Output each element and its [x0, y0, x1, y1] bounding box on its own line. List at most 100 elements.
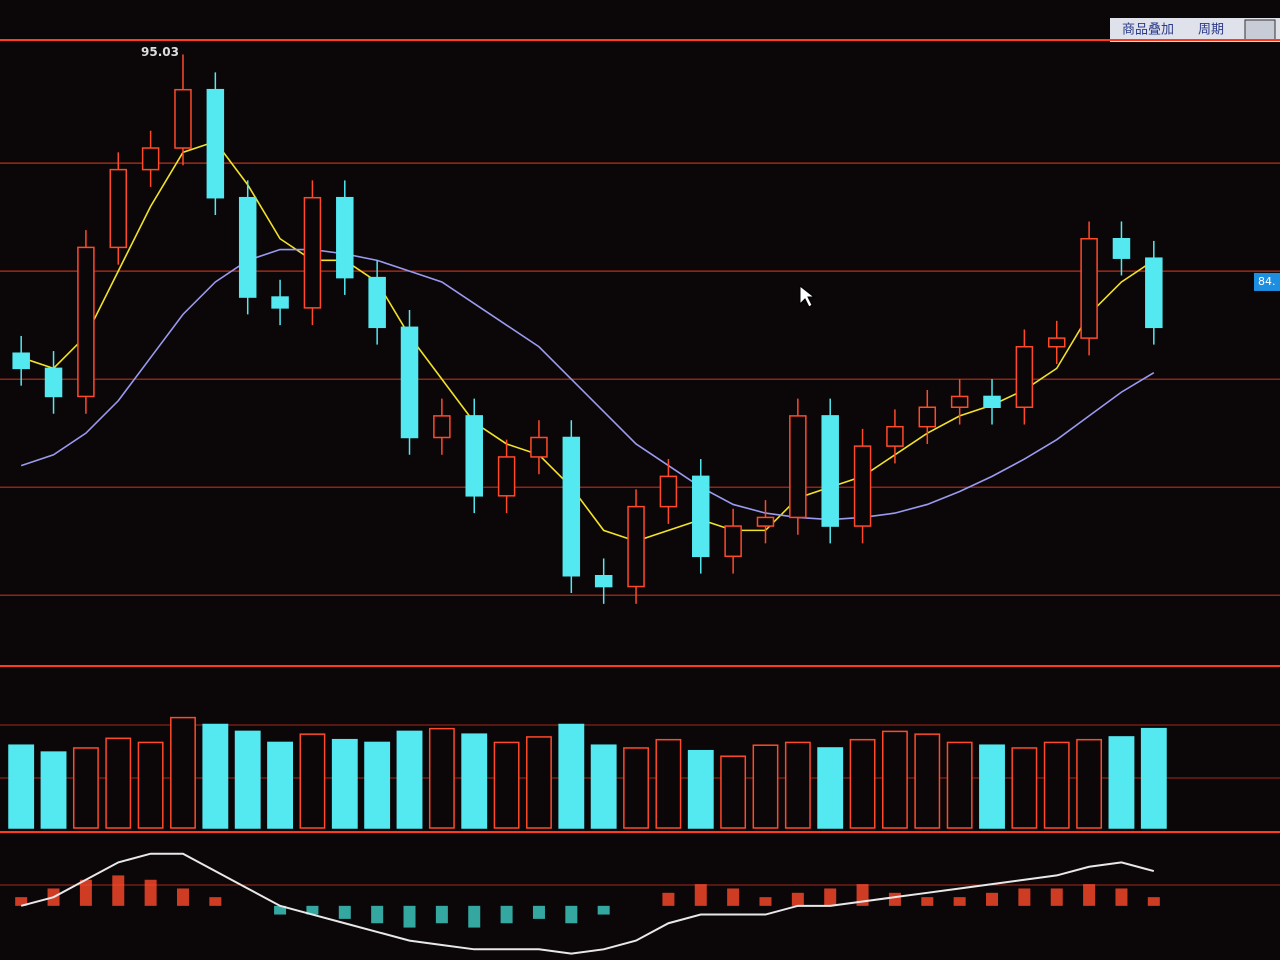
moving-average-line: [20, 248, 1155, 521]
volume-bar: [461, 733, 488, 829]
macd-bar: [1050, 888, 1063, 906]
volume-bar: [1043, 741, 1070, 829]
macd-bar: [1147, 897, 1160, 906]
macd-bar: [986, 892, 999, 906]
candle-body: [77, 246, 95, 398]
candle-body: [303, 196, 322, 309]
macd-bar: [597, 905, 610, 915]
macd-bar: [953, 897, 966, 906]
macd-bar: [1115, 888, 1128, 906]
candle-body: [174, 88, 192, 149]
macd-bar: [79, 879, 92, 906]
last-price-tag: [1254, 272, 1280, 291]
volume-bar: [299, 733, 326, 829]
candle-body: [44, 367, 63, 398]
candle-body: [983, 395, 1001, 408]
volume-bar: [105, 737, 132, 829]
macd-bar: [306, 905, 319, 915]
macd-bar: [727, 888, 740, 906]
candle-body: [918, 406, 937, 428]
volume-bar: [1011, 747, 1038, 829]
macd-bar: [1083, 884, 1096, 906]
candle-body: [594, 574, 613, 588]
macd-bar: [888, 892, 901, 906]
volume-bar: [202, 723, 229, 829]
volume-bar: [1140, 727, 1167, 829]
volume-bar: [396, 730, 423, 829]
volume-bar: [364, 741, 391, 829]
volume-bar: [493, 741, 520, 829]
mouse-cursor: [799, 284, 816, 308]
overlay-button[interactable]: 商品叠加: [1122, 23, 1174, 38]
volume-bar: [137, 741, 164, 829]
macd-bar: [176, 888, 189, 906]
candle-body: [821, 415, 839, 527]
macd-bar: [403, 905, 416, 928]
candle-body: [1015, 346, 1034, 408]
volume-bar: [40, 751, 67, 829]
candle-body: [853, 445, 872, 527]
candle-body: [109, 168, 128, 249]
candle-body: [206, 88, 225, 199]
macd-bar: [338, 905, 351, 919]
candle-body: [886, 425, 904, 447]
high-price-label: 95.03: [141, 45, 179, 59]
macd-line: [20, 852, 1155, 955]
volume-bar: [720, 755, 747, 829]
macd-bar: [144, 879, 157, 906]
candle-body: [756, 516, 775, 527]
volume-bar: [590, 744, 617, 829]
candle-body: [465, 415, 483, 497]
macd-bar: [921, 897, 934, 906]
candle-body: [400, 326, 419, 439]
candle-body: [1145, 257, 1163, 329]
candle-body: [950, 395, 969, 408]
volume-bar: [72, 747, 99, 829]
candle-body: [433, 415, 451, 439]
volume-bar: [234, 730, 261, 829]
macd-bar: [1018, 888, 1031, 906]
volume-bar: [331, 738, 358, 829]
candle-body: [1080, 237, 1098, 339]
macd-bar: [15, 897, 28, 906]
menu-button[interactable]: [1244, 19, 1276, 41]
macd-bar: [500, 905, 513, 924]
volume-bar: [687, 749, 714, 829]
period-button[interactable]: 周期: [1198, 23, 1224, 38]
macd-bar: [209, 897, 222, 906]
volume-bar: [1108, 736, 1135, 829]
macd-bar: [435, 905, 448, 924]
volume-bar: [267, 741, 293, 829]
macd-bar: [791, 892, 804, 906]
candle-body: [789, 415, 807, 519]
volume-bar: [526, 736, 552, 829]
candle-body: [1047, 337, 1066, 348]
macd-bar: [112, 875, 125, 906]
volume-bar: [428, 727, 455, 829]
candle-body: [530, 436, 548, 458]
volume-bar: [655, 738, 682, 829]
candle-body: [271, 296, 289, 309]
macd-bar: [371, 905, 384, 924]
candle-body: [692, 475, 710, 558]
candle-body: [368, 276, 386, 329]
volume-bar: [946, 741, 973, 829]
last-price-label: 84.: [1258, 275, 1276, 288]
volume-bar: [849, 738, 876, 829]
volume-bar: [752, 744, 779, 829]
volume-bar: [558, 723, 585, 829]
macd-bar: [565, 905, 578, 924]
candle-body: [336, 196, 354, 279]
macd-bar: [468, 905, 481, 928]
candle-body: [497, 456, 516, 497]
volume-bar: [623, 747, 649, 829]
candle-body: [659, 475, 678, 508]
volume-bar: [817, 747, 844, 829]
candle-body: [1112, 237, 1131, 259]
candle-body: [141, 147, 160, 171]
volume-bar: [170, 716, 196, 829]
macd-bar: [662, 892, 675, 906]
candle-body: [12, 352, 30, 370]
